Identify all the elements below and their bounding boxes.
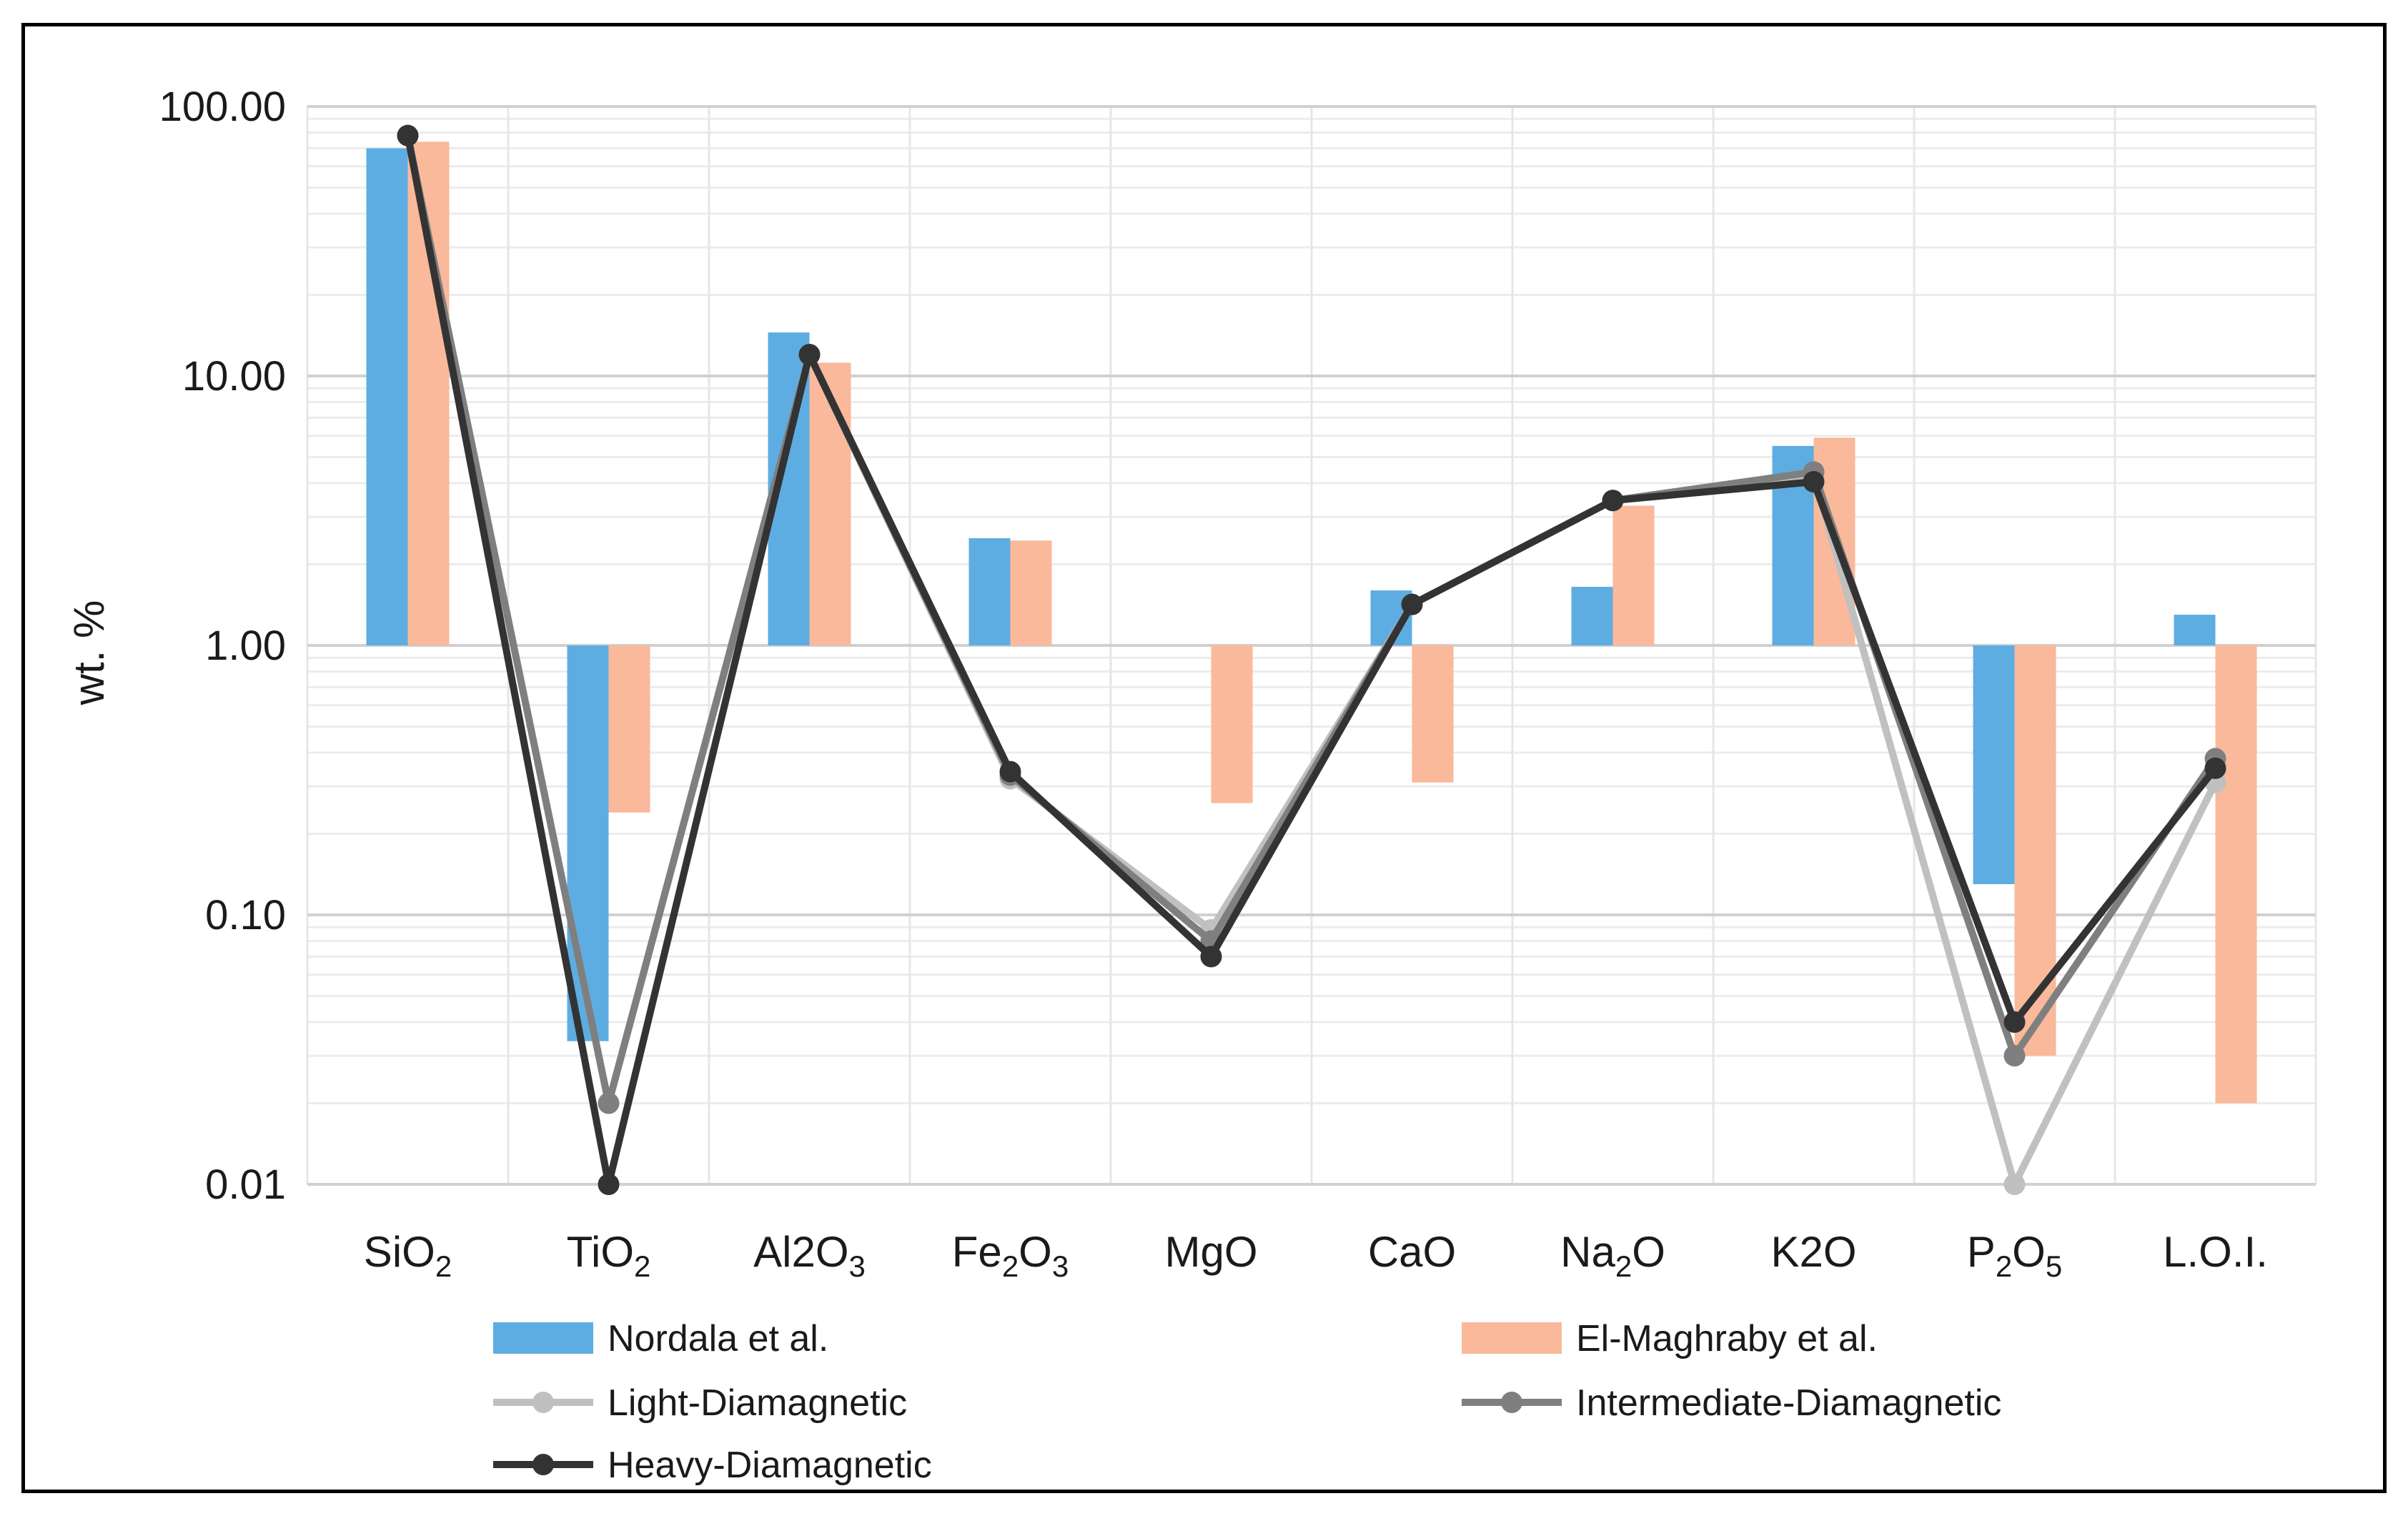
legend-swatch-nordala-et-al-	[493, 1322, 593, 1354]
point-heavy-diamagnetic	[798, 344, 821, 366]
bar-nordala	[1571, 587, 1613, 645]
bar-el-maghraby	[1010, 540, 1052, 645]
legend-marker-intermediate-diamagnetic	[1501, 1392, 1522, 1413]
legend-marker-light-diamagnetic	[532, 1392, 554, 1413]
point-intermediate-diamagnetic	[2003, 1045, 2026, 1067]
x-tick-label: Na2O	[1560, 1228, 1665, 1283]
point-heavy-diamagnetic	[397, 124, 419, 147]
point-heavy-diamagnetic	[999, 761, 1021, 783]
bar-nordala	[2174, 615, 2216, 645]
y-tick-label: 100.00	[159, 84, 286, 130]
legend-layer: Nordala et al. El-Maghraby et al. Light-Di…	[493, 1318, 2001, 1486]
bar-layer	[366, 142, 2257, 1104]
y-tick-label: 10.00	[182, 353, 286, 400]
bar-el-maghraby	[1412, 645, 1454, 783]
bar-nordala	[366, 148, 408, 645]
x-tick-label: K2O	[1770, 1228, 1856, 1276]
y-axis-title: wt. %	[65, 600, 113, 706]
line-layer	[397, 124, 2226, 1195]
y-tick-label: 0.10	[205, 892, 286, 938]
point-heavy-diamagnetic	[1803, 470, 1825, 492]
legend-label-nordala-et-al-: Nordala et al.	[608, 1318, 828, 1359]
bar-el-maghraby	[608, 645, 650, 813]
point-light-diamagnetic	[2003, 1174, 2026, 1195]
point-heavy-diamagnetic	[2204, 757, 2226, 779]
bar-nordala	[1973, 645, 2015, 885]
x-tick-label: MgO	[1164, 1228, 1257, 1276]
bar-el-maghraby	[2014, 645, 2056, 1056]
bar-nordala	[968, 537, 1011, 645]
axis-layer: 0.01 0.10 1.00 10.00 100.00 SiO2 TiO2 Al2O3 Fe2O…	[65, 84, 2268, 1283]
legend-label-heavy-diamagnetic: Heavy-Diamagnetic	[608, 1445, 932, 1486]
series-line-heavy-diamagnetic	[404, 134, 2219, 1188]
x-tick-label: SiO2	[364, 1228, 452, 1283]
x-tick-label: Al2O3	[753, 1228, 866, 1283]
x-tick-label: Fe2O3	[952, 1228, 1069, 1283]
point-heavy-diamagnetic	[598, 1174, 620, 1195]
bar-el-maghraby	[809, 362, 851, 645]
bar-el-maghraby	[2215, 645, 2257, 1104]
bar-nordala	[567, 645, 609, 1041]
point-heavy-diamagnetic	[1401, 593, 1423, 615]
legend-label-el-maghraby-et-al-: El-Maghraby et al.	[1576, 1318, 1878, 1359]
point-heavy-diamagnetic	[1200, 946, 1222, 968]
x-tick-label: TiO2	[567, 1228, 651, 1283]
chart-frame: 0.01 0.10 1.00 10.00 100.00 SiO2 TiO2 Al2O3 Fe2O…	[21, 23, 2387, 1493]
chart-svg: 0.01 0.10 1.00 10.00 100.00 SiO2 TiO2 Al2O3 Fe2O…	[65, 84, 2317, 1486]
point-heavy-diamagnetic	[1602, 490, 1624, 512]
x-tick-label: CaO	[1368, 1228, 1456, 1276]
x-tick-label: P2O5	[1967, 1228, 2062, 1283]
bar-el-maghraby	[407, 142, 450, 646]
y-tick-label: 0.01	[205, 1161, 286, 1208]
legend-marker-heavy-diamagnetic	[532, 1454, 554, 1475]
series-line-intermediate-diamagnetic	[404, 134, 2219, 1107]
legend-swatch-el-maghraby-et-al-	[1462, 1322, 1562, 1354]
point-heavy-diamagnetic	[2003, 1011, 2026, 1034]
y-tick-label: 1.00	[205, 623, 286, 669]
legend-label-intermediate-diamagnetic: Intermediate-Diamagnetic	[1576, 1382, 2001, 1424]
point-intermediate-diamagnetic	[598, 1092, 620, 1114]
bar-el-maghraby	[1211, 645, 1253, 803]
x-tick-label: L.O.I.	[2163, 1228, 2268, 1276]
bar-el-maghraby	[1612, 505, 1655, 645]
legend-label-light-diamagnetic: Light-Diamagnetic	[608, 1382, 907, 1424]
